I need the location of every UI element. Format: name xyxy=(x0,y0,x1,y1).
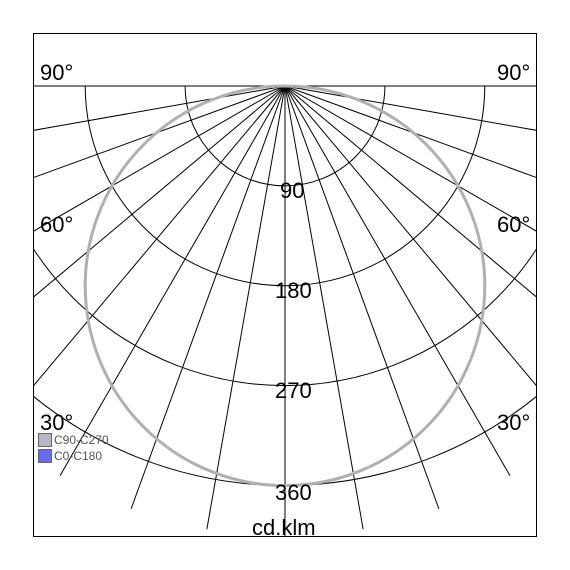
svg-text:90: 90 xyxy=(280,178,304,203)
legend-swatch-c0 xyxy=(38,449,52,463)
polar-diagram-container: 90° 90° 60° 60° 30° 30° 90 180 270 360 C90-C270 C… xyxy=(0,0,570,570)
svg-text:90°: 90° xyxy=(40,60,73,85)
legend-item-c0: C0-C180 xyxy=(38,449,109,463)
legend: C90-C270 C0-C180 xyxy=(38,433,109,465)
svg-text:60°: 60° xyxy=(40,212,73,237)
legend-swatch-c90 xyxy=(38,433,52,447)
svg-text:270: 270 xyxy=(275,378,312,403)
svg-text:180: 180 xyxy=(275,278,312,303)
svg-text:30°: 30° xyxy=(40,410,73,435)
polar-chart-svg: 90° 90° 60° 60° 30° 30° 90 180 270 360 xyxy=(0,0,570,570)
legend-item-c90: C90-C270 xyxy=(38,433,109,447)
unit-label: cd.klm xyxy=(252,515,316,541)
legend-label-c90: C90-C270 xyxy=(54,433,109,447)
svg-text:60°: 60° xyxy=(497,212,530,237)
legend-label-c0: C0-C180 xyxy=(54,449,102,463)
svg-text:30°: 30° xyxy=(497,410,530,435)
svg-text:360: 360 xyxy=(275,480,312,505)
svg-text:90°: 90° xyxy=(497,60,530,85)
